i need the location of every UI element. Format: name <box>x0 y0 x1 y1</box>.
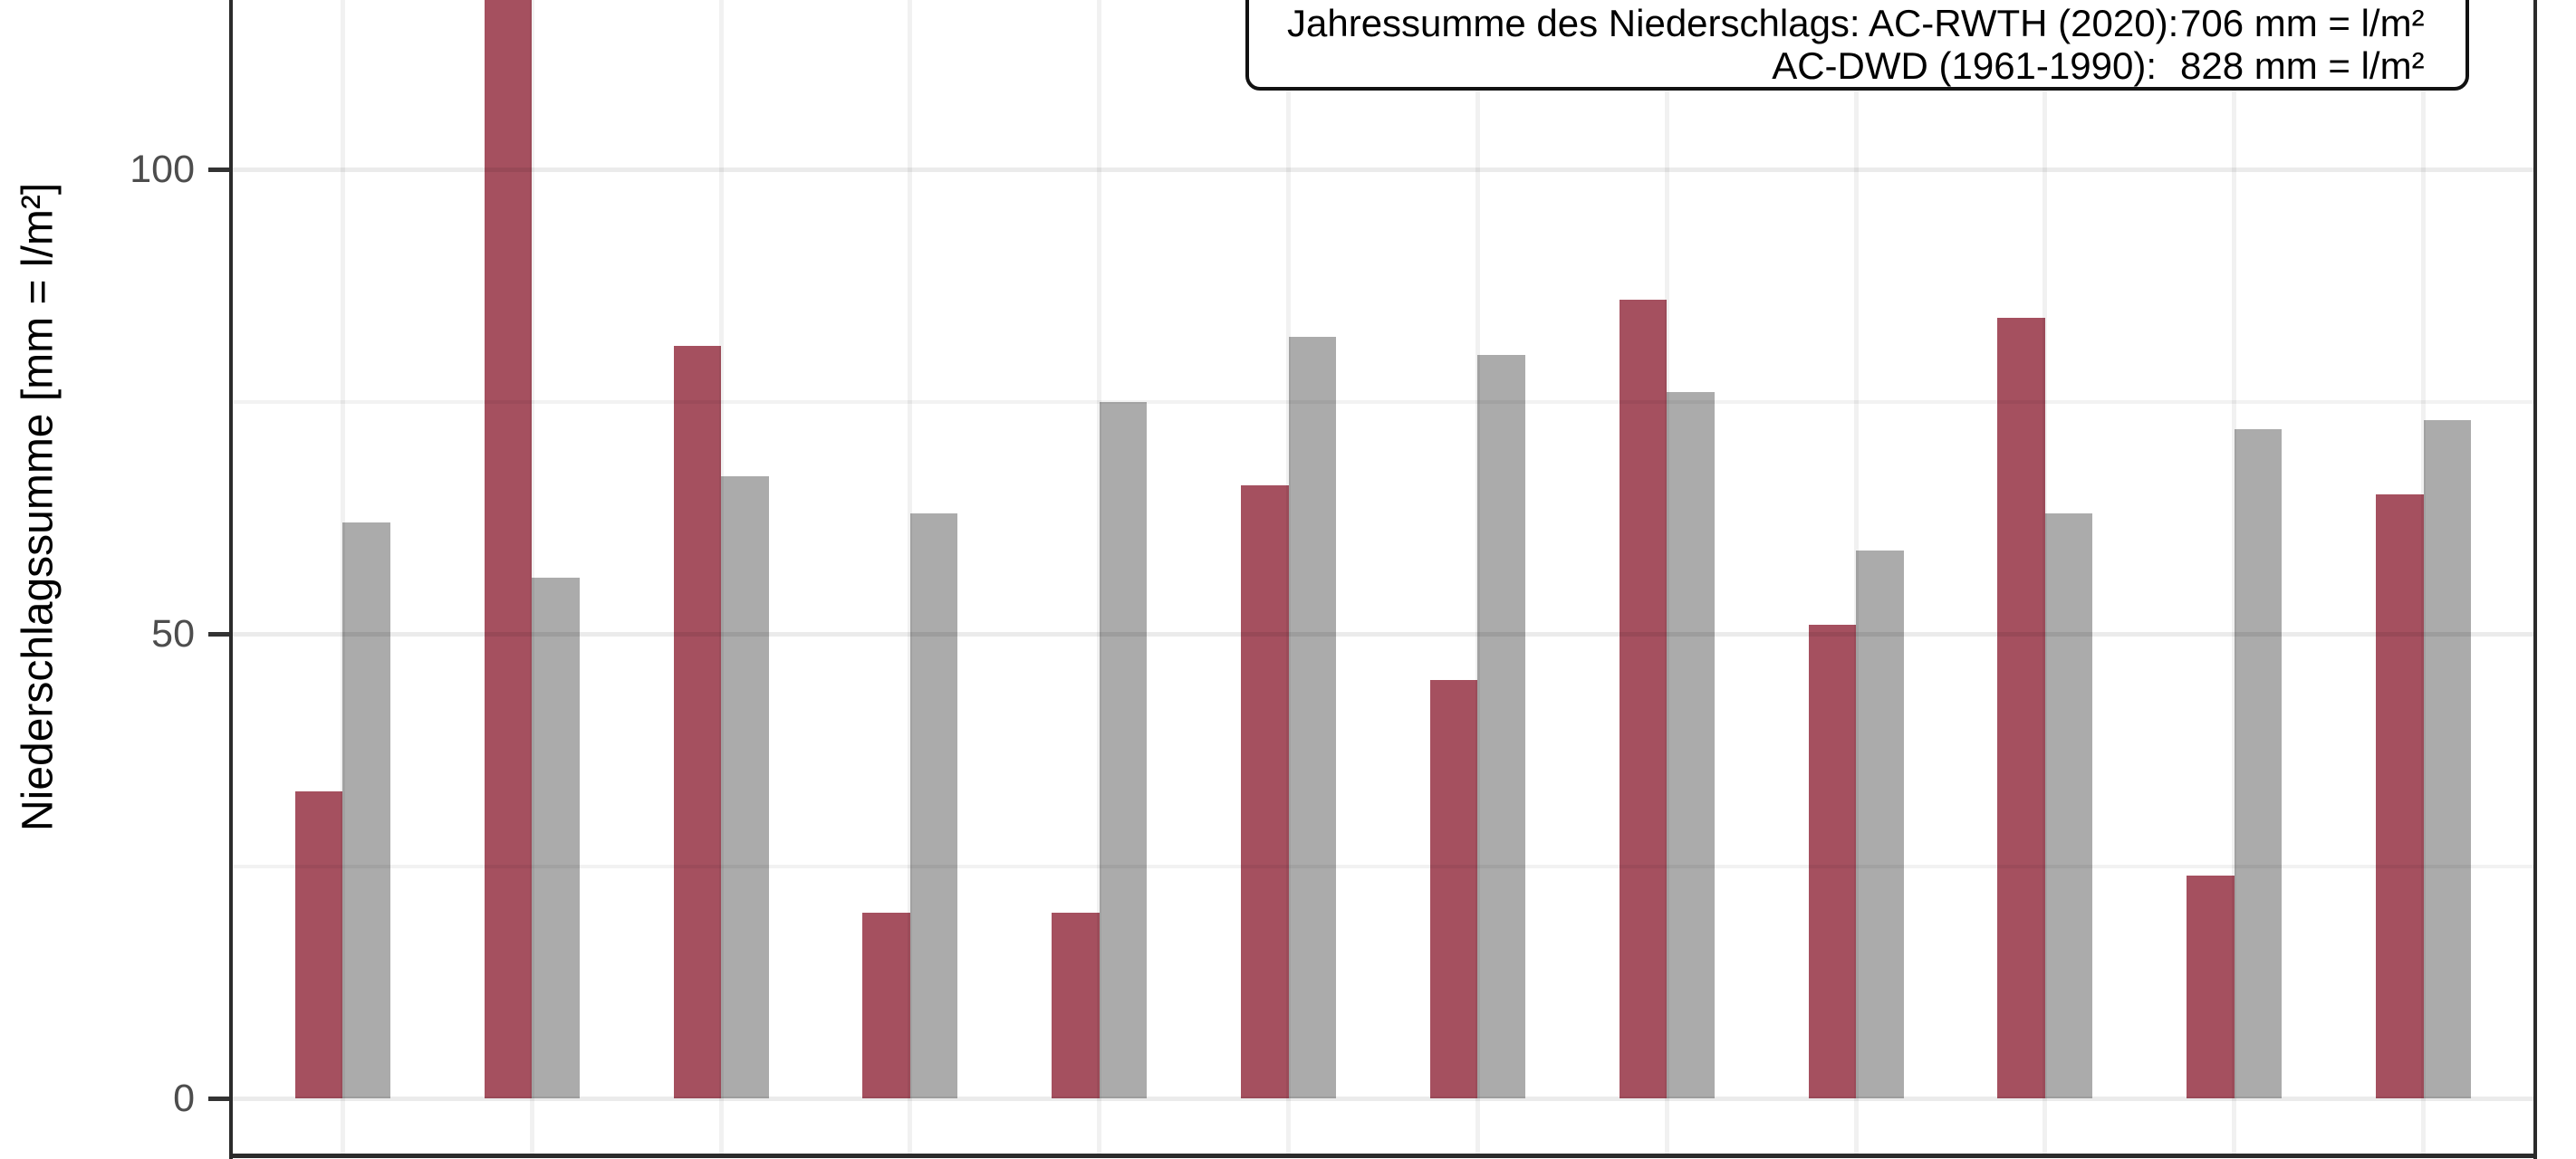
plot-panel <box>229 0 2537 1159</box>
bar-dwd-1961-1990-month-7 <box>1477 355 1525 1098</box>
bar-dwd-1961-1990-month-10 <box>2044 512 2093 1098</box>
h-gridline-minor-75 <box>229 399 2537 404</box>
bar-dwd-1961-1990-month-11 <box>2234 429 2283 1098</box>
bar-rwth-2020-month-4 <box>862 912 910 1098</box>
y-tick-label-100: 100 <box>130 148 195 191</box>
legend-row-1-label: Jahressumme des Niederschlags: AC-RWTH (… <box>1287 2 2179 44</box>
y-tick-50 <box>208 631 229 637</box>
bar-dwd-1961-1990-month-2 <box>532 578 580 1098</box>
panel-right-border <box>2533 0 2537 1159</box>
bar-rwth-2020-month-11 <box>2187 875 2235 1098</box>
bar-dwd-1961-1990-month-5 <box>1099 401 1148 1098</box>
bar-rwth-2020-month-9 <box>1808 624 1857 1098</box>
bar-rwth-2020-month-6 <box>1241 484 1289 1098</box>
bar-dwd-1961-1990-month-3 <box>721 475 769 1098</box>
bar-rwth-2020-month-7 <box>1429 680 1478 1098</box>
y-tick-0 <box>208 1096 229 1101</box>
y-tick-100 <box>208 167 229 172</box>
bar-dwd-1961-1990-month-6 <box>1288 336 1337 1098</box>
legend-row-2-value: 828 mm = l/m² <box>2180 44 2425 87</box>
legend-row-1-value: 706 mm = l/m² <box>2180 2 2425 44</box>
bar-dwd-1961-1990-month-8 <box>1667 392 1715 1098</box>
bar-dwd-1961-1990-month-9 <box>1856 550 1904 1098</box>
legend-row-2-label: AC-DWD (1961-1990): <box>1772 44 2157 87</box>
bar-rwth-2020-month-2 <box>484 0 533 1098</box>
x-axis-line <box>229 1154 2537 1158</box>
bar-dwd-1961-1990-month-1 <box>342 522 390 1098</box>
bar-rwth-2020-month-3 <box>673 345 721 1098</box>
legend-box: Jahressumme des Niederschlags: AC-RWTH (… <box>1245 0 2469 91</box>
y-axis-title: Niederschlagssumme [mm = l/m²] <box>14 182 62 832</box>
h-gridline-major-100 <box>229 167 2537 172</box>
bar-rwth-2020-month-1 <box>294 791 343 1098</box>
y-axis-line <box>229 0 233 1159</box>
y-tick-label-0: 0 <box>173 1077 195 1120</box>
bar-dwd-1961-1990-month-12 <box>2423 420 2472 1098</box>
bar-rwth-2020-month-12 <box>2376 494 2424 1098</box>
bar-dwd-1961-1990-month-4 <box>909 512 958 1098</box>
y-tick-label-50: 50 <box>151 612 195 656</box>
bar-rwth-2020-month-8 <box>1619 299 1668 1098</box>
bar-rwth-2020-month-5 <box>1052 912 1100 1098</box>
bar-rwth-2020-month-10 <box>1997 318 2045 1098</box>
